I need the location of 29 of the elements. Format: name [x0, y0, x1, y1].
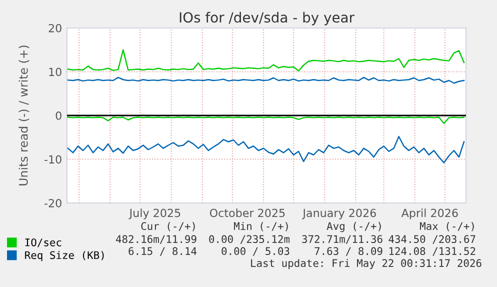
text: 7.63 / 8.09	[314, 247, 382, 256]
line-series	[67, 136, 465, 164]
line-series	[67, 116, 465, 124]
text: Min (-/+)	[234, 222, 288, 232]
text: 482.16m/11.99	[116, 235, 196, 244]
text: Avg (-/+)	[326, 222, 381, 232]
legend-label: IO/sec	[25, 238, 62, 248]
y-tick-label: -20	[44, 198, 62, 208]
text: 0.00 /235.12m	[209, 235, 290, 244]
text: 0.00 / 5.03	[222, 247, 290, 256]
x-tick-label: April 2026	[401, 208, 458, 220]
y-tick-label: 20	[48, 24, 62, 32]
y-tick-label: -10	[44, 155, 62, 164]
x-tick-label: January 2026	[302, 208, 376, 220]
y-tick-label: 10	[49, 68, 62, 76]
text: Max (-/+)	[420, 222, 474, 232]
text: 434.50 /203.67	[388, 235, 476, 244]
text: 124.08 /131.52	[389, 247, 476, 256]
y-tick-label: 0	[56, 111, 62, 120]
line-series	[67, 49, 465, 72]
legend-label: Req Size (KB)	[25, 251, 104, 262]
text: Cur (-/+)	[141, 222, 195, 232]
x-tick-label: October 2025	[210, 208, 285, 218]
text: 372.71m/11.36	[302, 235, 382, 244]
text: 6.15 / 8.14	[128, 247, 197, 256]
chart-title: IOs for /dev/sda - by year	[180, 12, 354, 26]
text: Last update: Fri May 22 00:31:17 2026	[251, 258, 482, 270]
x-tick-label: July 2025	[128, 208, 180, 220]
y-axis-title: Units read (-) / write (+)	[18, 46, 30, 186]
